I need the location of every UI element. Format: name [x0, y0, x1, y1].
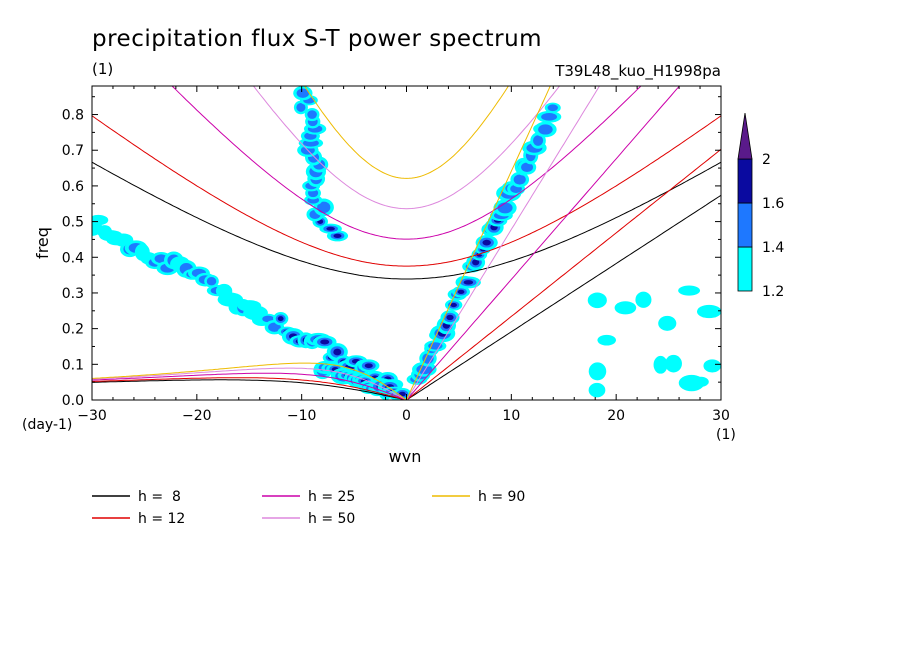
scatter-peak-l1 [696, 304, 721, 319]
curve-h25-ig [171, 86, 642, 240]
y-axis: 0.0 0.1 0.2 0.3 0.4 0.5 0.6 0.7 0.8 [62, 96, 721, 409]
kelvin-peak-l3 [457, 289, 465, 295]
ig-peak-l3 [333, 233, 342, 238]
westward-peak-l3 [277, 316, 284, 322]
x-tick-label: 0 [402, 408, 411, 424]
curve-h12-rossby [92, 377, 407, 400]
scatter-peak-l1 [653, 355, 668, 374]
y-tick-label: 0.1 [62, 357, 84, 373]
kelvin-peak-l2 [538, 124, 553, 135]
legend-label-h90: h = 90 [478, 489, 525, 505]
kelvin-peak-l3 [472, 259, 480, 266]
y-tick-label: 0.3 [62, 286, 84, 302]
ig-peak-l2 [296, 88, 310, 98]
x-tick-label: 30 [712, 408, 730, 424]
y-tick-label: 0.6 [62, 179, 84, 195]
scatter-peak-l1 [678, 285, 701, 296]
curve-h8-rossby [92, 379, 407, 400]
kelvin-peak-l2 [547, 104, 558, 112]
plot-frame [91, 85, 722, 401]
ig-peak-l2 [307, 110, 317, 119]
kelvin-peak-l3 [450, 302, 457, 308]
legend-label-h50: h = 50 [308, 511, 355, 527]
colorbar-label: 1.2 [762, 284, 784, 300]
scatter-peak-l1 [587, 292, 607, 309]
westward-peak-l3 [364, 363, 373, 369]
y-tick-label: 0.8 [62, 108, 84, 124]
y-tick-label: 0.0 [62, 393, 84, 409]
kelvin-peak-l2 [416, 364, 433, 375]
colorbar-segment [737, 202, 753, 248]
scatter-peak-l1 [588, 382, 606, 398]
y-tick-label: 0.7 [62, 143, 84, 159]
scatter-peak-l1 [614, 301, 637, 315]
kelvin-peak-l2 [533, 135, 544, 146]
x-tick-label: 20 [607, 408, 625, 424]
curve-h12-ig [92, 115, 721, 267]
subtitle-left: (1) [92, 60, 113, 78]
legend-label-h12: h = 12 [138, 511, 185, 527]
colorbar-label: 2 [762, 152, 771, 168]
x-unit-label: (1) [716, 427, 736, 443]
kelvin-peak-l2 [497, 202, 513, 214]
kelvin-peak-l3 [482, 239, 491, 246]
chart-title: precipitation flux S-T power spectrum [92, 26, 542, 52]
kelvin-peak-l2 [513, 174, 526, 185]
kelvin-peak-l3 [446, 314, 454, 321]
kelvin-peak-l2 [521, 162, 534, 173]
scatter-peak-l1 [703, 359, 721, 373]
scatter-peak-l1 [665, 354, 682, 373]
scatter-peak-l1 [693, 376, 709, 387]
x-axis-label: wvn [389, 447, 422, 466]
curve-h25-rossby [92, 372, 407, 400]
ig-peak-l3 [326, 226, 335, 231]
legend-label-h8: h = 8 [138, 489, 181, 505]
x-tick-label: −30 [77, 408, 107, 424]
curve-h12-kelvin [406, 148, 721, 400]
scatter-peak-l1 [597, 334, 616, 346]
westward-peak-l3 [333, 348, 342, 356]
y-axis-label: freq [33, 227, 52, 259]
colorbar-segment [737, 158, 753, 204]
spectrum-shading [92, 86, 721, 400]
curve-h90-rossby [92, 362, 407, 400]
y-tick-label: 0.5 [62, 215, 84, 231]
x-tick-label: −20 [182, 408, 212, 424]
y-tick-label: 0.4 [62, 250, 84, 266]
westward-peak-l3 [320, 339, 330, 345]
colorbar-label: 1.6 [762, 196, 784, 212]
y-tick-label: 0.2 [62, 322, 84, 338]
curve-h90-kelvin [406, 86, 551, 400]
scatter-peak-l1 [658, 315, 677, 331]
legend-label-h25: h = 25 [308, 489, 355, 505]
ig-peak-l2 [317, 201, 331, 214]
colorbar: 1.2 1.4 1.6 2 [737, 112, 784, 300]
curve-h50-ig [252, 86, 561, 210]
kelvin-peak-l3 [463, 280, 474, 285]
scatter-peak-l1 [635, 291, 652, 308]
colorbar-label: 1.4 [762, 240, 784, 256]
colorbar-extension [737, 112, 753, 160]
x-tick-label: −10 [287, 408, 317, 424]
curve-h25-kelvin [406, 86, 681, 400]
curve-h50-kelvin [406, 86, 601, 400]
x-axis: −30 −20 −10 0 10 20 30 [77, 86, 730, 424]
westward-peak-l1 [92, 214, 109, 226]
curve-h50-rossby [92, 367, 407, 400]
ig-peak-l2 [296, 102, 306, 112]
curve-h90-ig [304, 86, 509, 179]
subtitle-right: T39L48_kuo_H1998pa [554, 62, 721, 81]
legend: h = 8 h = 12 h = 25 h = 50 h = 90 [92, 489, 525, 527]
x-tick-label: 10 [502, 408, 520, 424]
westward-peak-l2 [206, 277, 217, 286]
kelvin-peak-l2 [541, 112, 558, 121]
scatter-peak-l1 [588, 362, 607, 381]
y-unit-label: (day-1) [22, 417, 72, 433]
curve-h8-kelvin [406, 194, 721, 400]
dispersion-curves [92, 86, 721, 400]
colorbar-segment [737, 246, 753, 292]
westward-peak-l2 [268, 322, 281, 332]
curve-h8-ig [92, 161, 721, 280]
